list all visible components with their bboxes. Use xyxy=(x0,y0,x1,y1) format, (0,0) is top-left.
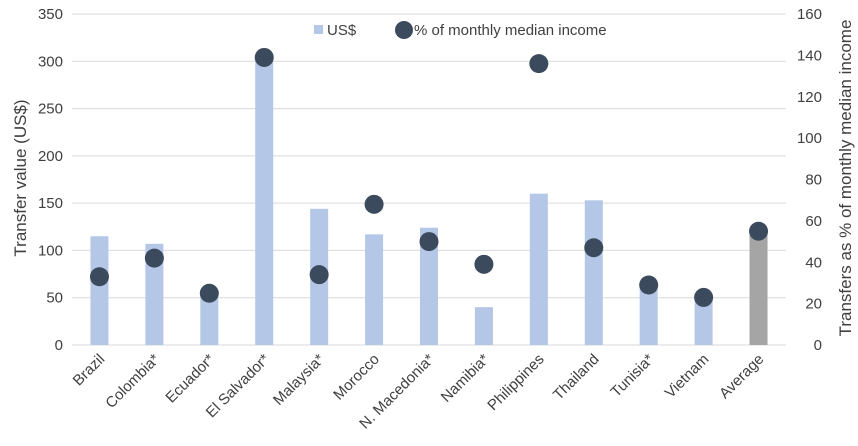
marker-tunisia xyxy=(639,275,659,295)
x-tick-label: Vietnam xyxy=(662,351,713,402)
marker-n-macedonia xyxy=(419,232,439,252)
left-tick-label: 100 xyxy=(38,242,63,259)
x-tick-label: Average xyxy=(716,351,767,402)
bar-vietnam xyxy=(694,296,713,345)
marker-namibia xyxy=(474,254,494,274)
left-tick-label: 300 xyxy=(38,53,63,70)
bar-philippines xyxy=(529,193,548,345)
bar-thailand xyxy=(584,200,603,345)
x-tick-label: Colombia* xyxy=(102,351,163,412)
marker-philippines xyxy=(529,54,549,74)
bars xyxy=(90,57,768,345)
legend: US$ % of monthly median income xyxy=(314,21,607,39)
legend-bar-label: US$ xyxy=(327,22,357,39)
right-tick-label: 20 xyxy=(805,296,822,313)
x-tick-label: Ecuador* xyxy=(162,351,218,407)
left-tick-label: 250 xyxy=(38,101,63,118)
x-tick-label: Namibia* xyxy=(438,351,493,406)
right-axis-title: Transfers as % of monthly median income xyxy=(836,20,855,337)
bar-ecuador xyxy=(200,291,219,345)
bar-tunisia xyxy=(639,283,658,345)
right-tick-label: 140 xyxy=(797,47,822,64)
bar-colombia xyxy=(145,243,164,345)
x-tick-label: Thailand xyxy=(550,351,603,404)
left-tick-label: 350 xyxy=(38,6,63,23)
left-tick-label: 150 xyxy=(38,195,63,212)
bar-morocco xyxy=(365,234,384,345)
right-tick-label: 80 xyxy=(805,172,822,189)
x-tick-label: Morocco xyxy=(330,351,383,404)
marker-average xyxy=(749,221,769,241)
bar-average xyxy=(749,228,768,345)
right-tick-label: 100 xyxy=(797,130,822,147)
markers xyxy=(89,47,769,307)
bar-brazil xyxy=(90,236,109,345)
marker-colombia xyxy=(144,248,164,268)
bar-namibia xyxy=(474,307,493,345)
x-tick-label: Malaysia* xyxy=(270,351,328,409)
left-axis-title: Transfer value (US$) xyxy=(11,99,30,256)
right-tick-label: 160 xyxy=(797,6,822,23)
bar-el-salvador xyxy=(255,57,274,345)
marker-vietnam xyxy=(694,287,714,307)
left-tick-label: 0 xyxy=(55,337,63,354)
marker-thailand xyxy=(584,238,604,258)
right-tick-label: 120 xyxy=(797,89,822,106)
left-axis-ticks: 0 50 100 150 200 250 300 350 xyxy=(38,6,63,354)
bar-n-macedonia xyxy=(420,227,438,345)
x-tick-label: Philippines xyxy=(484,351,547,414)
marker-malaysia xyxy=(309,265,329,285)
marker-brazil xyxy=(89,267,109,287)
legend-marker-swatch xyxy=(395,21,413,39)
right-tick-label: 40 xyxy=(805,254,822,271)
marker-ecuador xyxy=(199,283,219,303)
marker-morocco xyxy=(364,194,384,214)
marker-el-salvador xyxy=(254,47,274,67)
legend-marker-label: % of monthly median income xyxy=(414,22,607,39)
left-tick-label: 200 xyxy=(38,148,63,165)
left-tick-label: 50 xyxy=(46,290,63,307)
x-tick-label: Tunisia* xyxy=(608,351,658,401)
right-tick-label: 60 xyxy=(805,213,822,230)
right-axis-ticks: 0 20 40 60 80 100 120 140 160 xyxy=(797,6,822,354)
x-tick-label: Brazil xyxy=(70,351,109,390)
right-tick-label: 0 xyxy=(814,337,822,354)
legend-bar-swatch xyxy=(314,25,323,34)
